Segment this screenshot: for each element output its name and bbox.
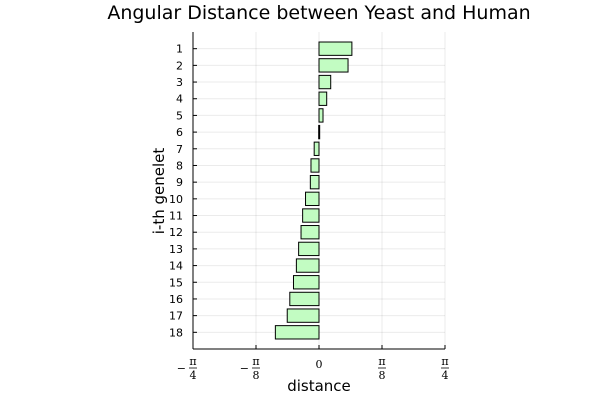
bar-genelet-10 <box>305 191 320 207</box>
x-tick-numerator: π <box>252 355 259 368</box>
bars <box>274 41 353 340</box>
chart-title: Angular Distance between Yeast and Human <box>107 2 530 24</box>
y-tick-label: 3 <box>176 76 183 89</box>
bar-genelet-14 <box>295 258 320 273</box>
axes-frame <box>192 32 446 350</box>
y-tick-label: 9 <box>176 176 183 189</box>
y-tick-label: 18 <box>169 326 183 339</box>
y-tick-label: 16 <box>169 293 183 306</box>
y-tick-label: 8 <box>176 159 183 172</box>
x-tick-label: π4 <box>441 355 449 382</box>
bar-genelet-2 <box>318 58 349 73</box>
bar-genelet-18 <box>274 325 320 340</box>
x-tick-zero: 0 <box>316 358 323 371</box>
y-tick-label: 14 <box>169 260 183 273</box>
bar-genelet-8 <box>310 158 320 173</box>
bar-genelet-9 <box>309 174 320 190</box>
x-tick-label: 0 <box>316 358 323 371</box>
x-tick-numerator: π <box>441 355 448 368</box>
bar-genelet-15 <box>292 275 320 290</box>
y-tick-label: 11 <box>169 210 183 223</box>
y-tick-label: 12 <box>169 226 183 239</box>
x-tick-denominator: 4 <box>442 369 449 382</box>
y-tick-label: 1 <box>176 43 183 56</box>
bar-genelet-11 <box>302 208 320 223</box>
bar-genelet-1 <box>318 41 353 56</box>
x-tick-label: π4− <box>177 355 197 382</box>
x-tick-sign: − <box>240 362 249 375</box>
x-tick-numerator: π <box>189 355 196 368</box>
bar-genelet-3 <box>318 74 332 90</box>
bar-genelet-16 <box>289 291 320 307</box>
bar-genelet-4 <box>318 91 328 106</box>
bar-genelet-12 <box>300 225 320 240</box>
y-tick-label: 13 <box>169 243 183 256</box>
x-tick-numerator: π <box>378 355 385 368</box>
x-axis-label: distance <box>287 377 351 395</box>
y-axis-label: i-th genelet <box>150 148 168 235</box>
y-tick-label: 7 <box>176 143 183 156</box>
y-tick-label: 10 <box>169 193 183 206</box>
x-tick-denominator: 4 <box>190 369 197 382</box>
y-tick-label: 15 <box>169 276 183 289</box>
bar-genelet-5 <box>318 108 324 123</box>
bar-genelet-6 <box>318 124 321 140</box>
y-tick-label: 6 <box>176 126 183 139</box>
bar-genelet-17 <box>286 308 320 323</box>
y-tick-label: 4 <box>176 93 183 106</box>
bar-genelet-13 <box>298 241 320 257</box>
x-tick-sign: − <box>177 362 186 375</box>
x-tick-denominator: 8 <box>379 369 386 382</box>
bar-genelet-7 <box>313 141 320 156</box>
y-tick-label: 17 <box>169 310 183 323</box>
y-tick-label: 2 <box>176 59 183 72</box>
x-tick-label: π8 <box>378 355 386 382</box>
x-tick-label: π8− <box>240 355 260 382</box>
x-tick-denominator: 8 <box>253 369 260 382</box>
y-tick-label: 5 <box>176 109 183 122</box>
